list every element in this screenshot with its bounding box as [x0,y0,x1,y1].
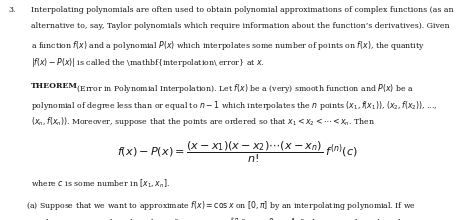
Text: polynomial of degree less than or equal to $n-1$ which interpolates the $n$ poin: polynomial of degree less than or equal … [31,99,438,112]
Text: a function $f(x)$ and a polynomial $P(x)$ which interpolates some number of poin: a function $f(x)$ and a polynomial $P(x)… [31,39,425,52]
Text: $|f(x) - P(x)|$ is called the \mathbf{interpolation\ error} at $x$.: $|f(x) - P(x)|$ is called the \mathbf{in… [31,56,264,69]
Text: (a) Suppose that we want to approximate $f(x) = \cos x$ on $[0, \pi]$ by an inte: (a) Suppose that we want to approximate … [26,199,416,212]
Text: choose to interpolate the values of cosine at $x = \frac{k\pi}{4}$ for $n = 0, \: choose to interpolate the values of cosi… [26,216,409,220]
Text: THEOREM: THEOREM [31,82,78,90]
Text: $(x_n, f(x_n))$. Moreover, suppose that the points are ordered so that $x_1 < x_: $(x_n, f(x_n))$. Moreover, suppose that … [31,116,375,128]
Text: 3.: 3. [9,6,16,13]
Text: Interpolating polynomials are often used to obtain polynomial approximations of : Interpolating polynomials are often used… [31,6,454,13]
Text: alternative to, say, Taylor polynomials which require information about the func: alternative to, say, Taylor polynomials … [31,22,449,30]
Text: $f(x) - P(x) = \dfrac{(x-x_1)(x-x_2)\cdots(x-x_n)}{n!}\; f^{(n)}(c)$: $f(x) - P(x) = \dfrac{(x-x_1)(x-x_2)\cdo… [117,139,357,165]
Text: (Error in Polynomial Interpolation). Let $f(x)$ be a (very) smooth function and : (Error in Polynomial Interpolation). Let… [74,82,414,95]
Text: where $c$ is some number in $[x_1, x_n]$.: where $c$ is some number in $[x_1, x_n]$… [31,178,170,191]
